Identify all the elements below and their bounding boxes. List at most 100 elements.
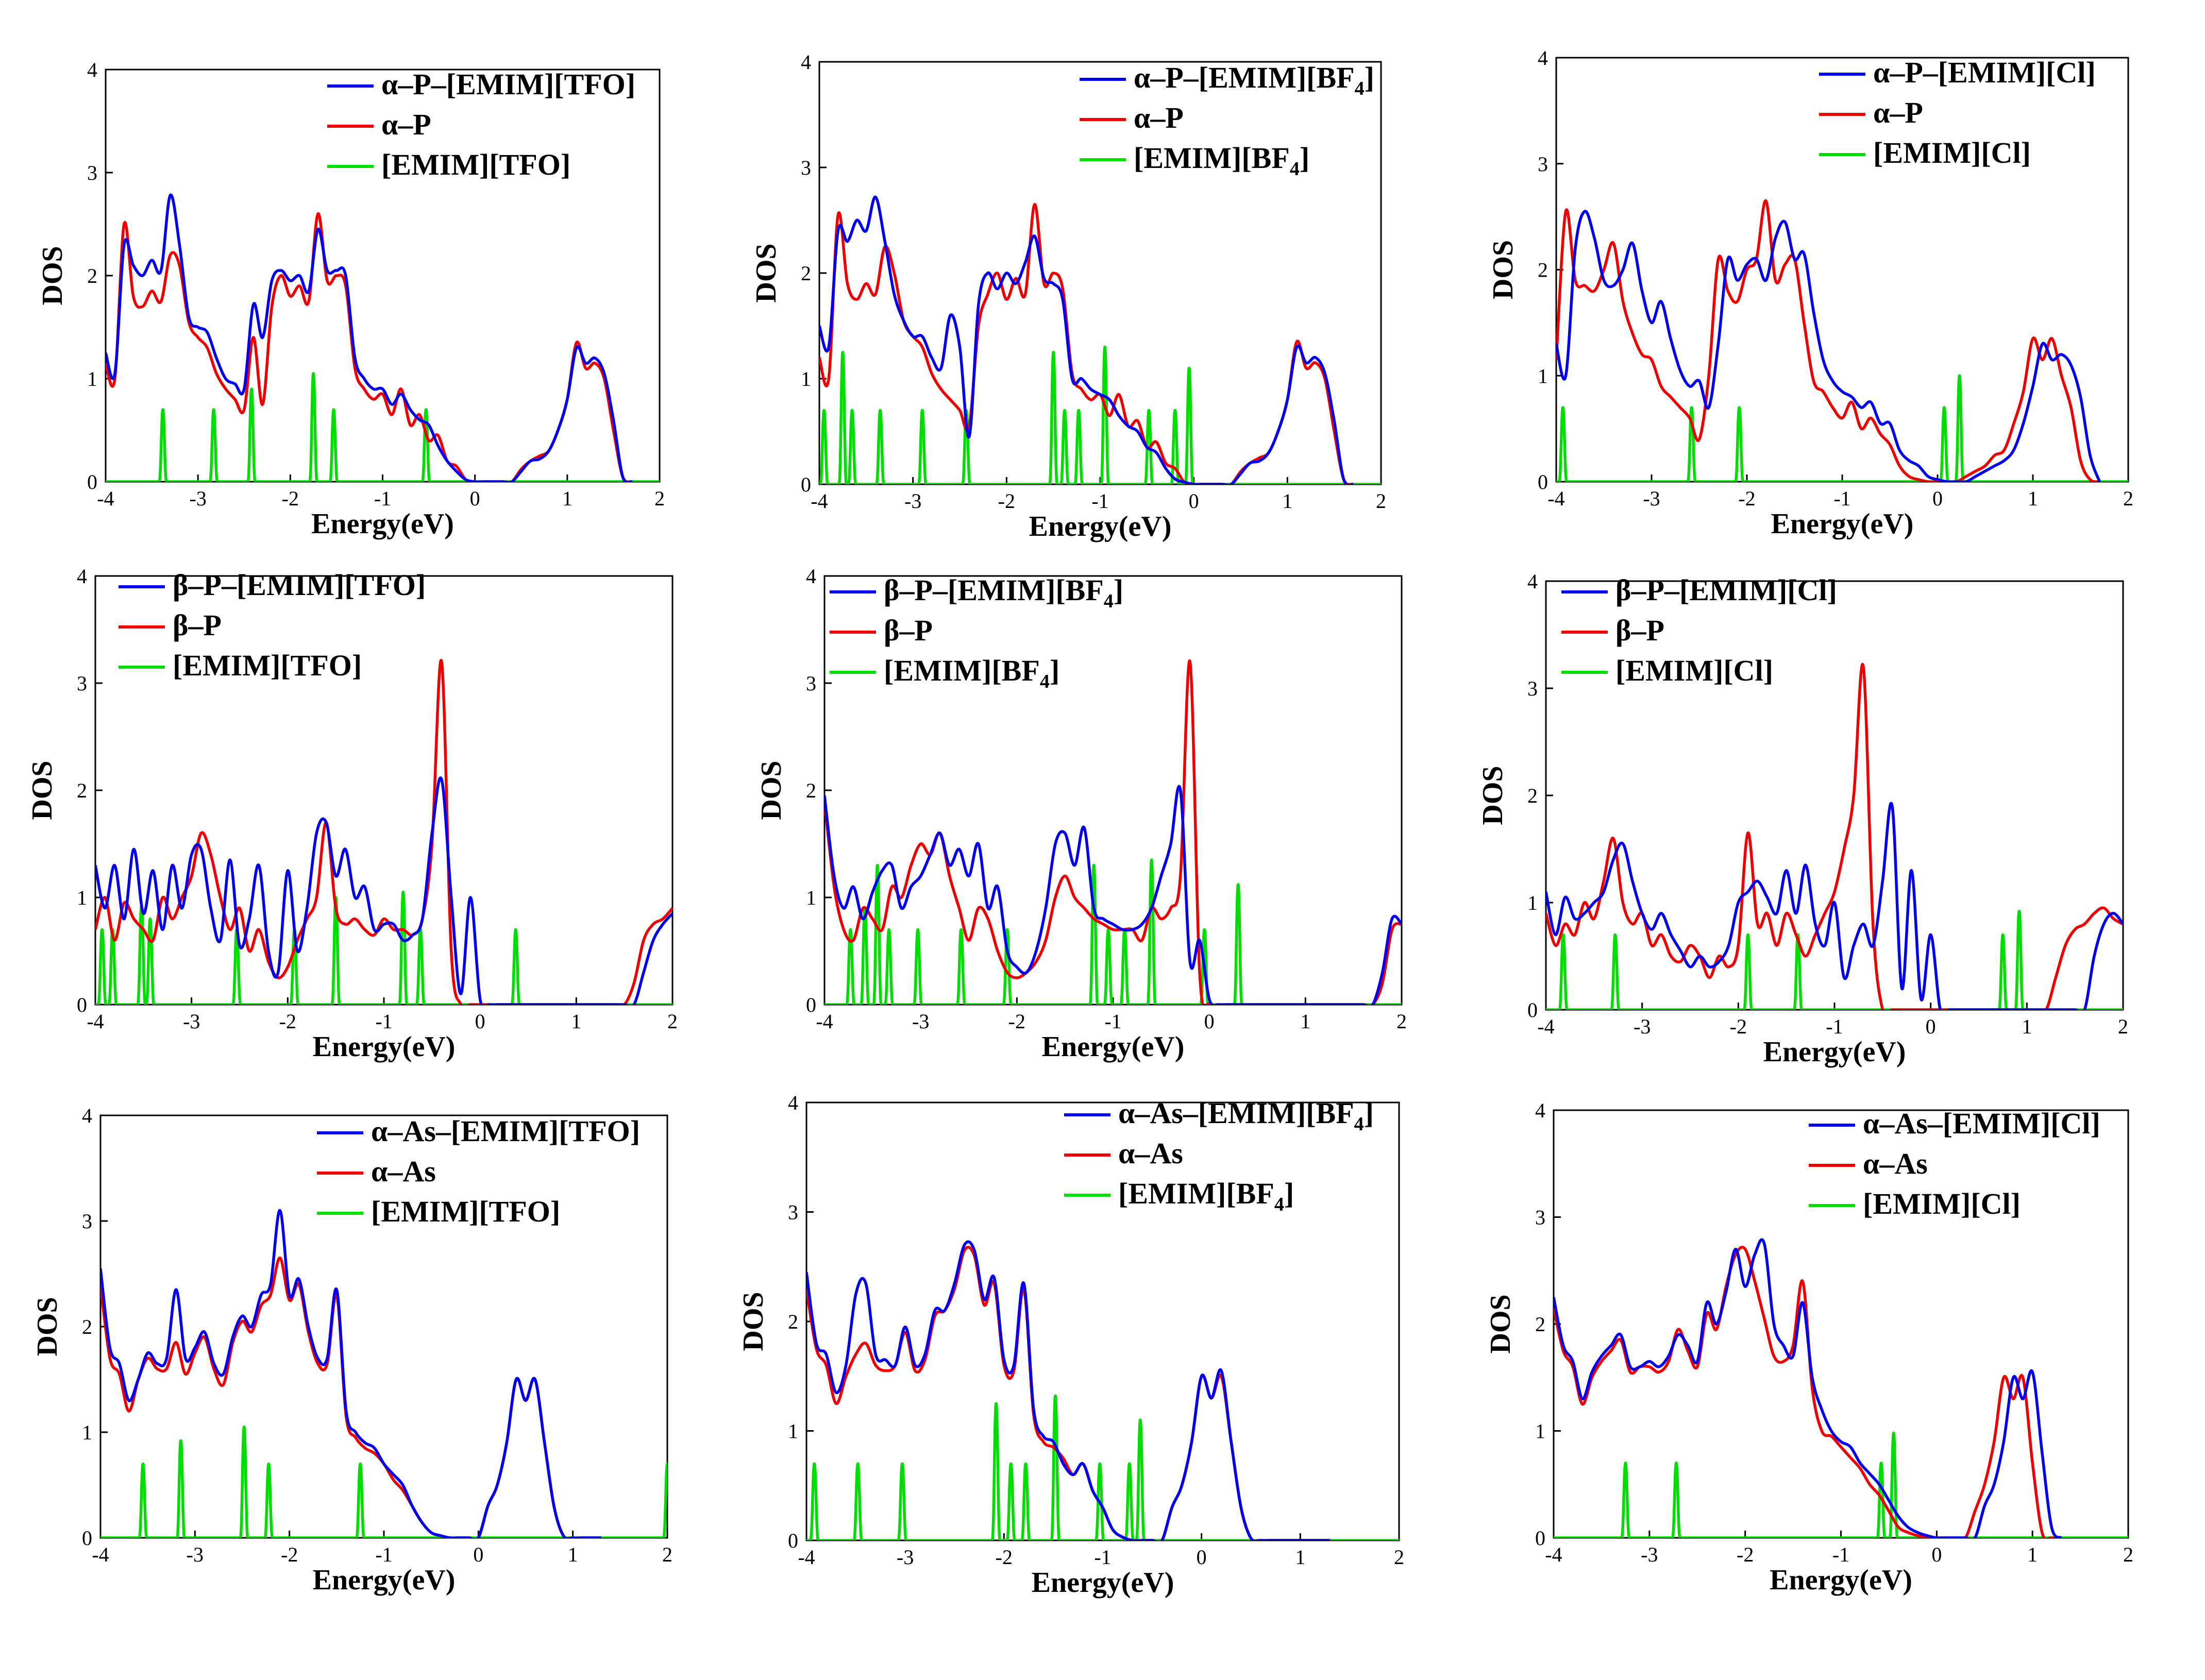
y-tick-label: 0: [82, 1526, 92, 1550]
x-tick-label: 0: [475, 1010, 485, 1033]
plot-frame: [818, 61, 1382, 485]
legend-label-tail: ]: [1300, 141, 1309, 175]
legend-label: α–As–[EMIM][Cl]: [1863, 1107, 2100, 1140]
x-tick-label: -1: [1094, 1546, 1111, 1569]
series-line-α–As–[EMIM][BF4]: [806, 1240, 1330, 1540]
legend-label-subscript: 4: [1104, 590, 1114, 612]
series-line-α–As: [806, 1246, 1330, 1540]
y-tick-label: 2: [82, 1315, 92, 1338]
legend-label-subscript: 4: [1274, 1194, 1284, 1215]
x-tick-label: 0: [470, 487, 480, 510]
dos-panel-5: -4 -3 -2 -1 0 1 2 0 1 2 3 4 Energy(eV) DOS β–P–[EMIM][…: [755, 565, 1407, 1063]
x-tick-label: -2: [1738, 487, 1755, 510]
x-tick-label: 0: [473, 1543, 483, 1566]
dos-panel-1: -4 -3 -2 -1 0 1 2 0 1 2 3 4 Energy(eV) DOS α–P–[EMIM][…: [37, 58, 665, 540]
legend-label: [EMIM][BF4]: [1118, 1177, 1294, 1215]
legend-label-text: β–P: [884, 614, 933, 647]
dos-panel-3: -4 -3 -2 -1 0 1 2 0 1 2 3 4 Energy(eV) DOS α–P–[EMIM][…: [1487, 46, 2133, 540]
x-tick-label: -3: [904, 489, 921, 513]
y-tick-label: 3: [82, 1210, 92, 1233]
x-tick-label: -1: [1091, 489, 1108, 513]
dos-panel-2: -4 -3 -2 -1 0 1 2 0 1 2 3 4 Energy(eV) DOS α–P–[EMIM][…: [750, 50, 1386, 542]
legend-label-tail: ]: [1364, 1096, 1374, 1130]
legend-label-text: [EMIM][Cl]: [1615, 654, 1773, 687]
legend: β–P–[EMIM][Cl] β–P [EMIM][Cl]: [1561, 573, 1837, 687]
x-tick-label: 1: [1282, 489, 1292, 513]
y-axis-label: DOS: [737, 1292, 769, 1351]
legend-label: α–P–[EMIM][Cl]: [1873, 56, 2096, 89]
legend-label: [EMIM][BF4]: [1134, 141, 1309, 180]
x-tick-label: -3: [1643, 487, 1660, 510]
legend-label-text: β–P: [1615, 614, 1664, 647]
y-tick-label: 3: [801, 156, 811, 179]
x-tick-label: 1: [2028, 487, 2038, 510]
x-tick-label: -4: [798, 1546, 815, 1569]
legend: α–As–[EMIM][Cl] α–As [EMIM][Cl]: [1809, 1107, 2100, 1220]
x-tick-label: 0: [1931, 1543, 1942, 1566]
x-tick-label: 1: [562, 487, 573, 510]
x-tick-label: -4: [1537, 1015, 1554, 1038]
legend-label-subscript: 4: [1290, 158, 1300, 180]
series-line-[EMIM][Cl]: [1554, 1431, 2128, 1538]
x-tick-label: 0: [1197, 1546, 1207, 1569]
series-line-α–P–[EMIM][BF4]: [819, 195, 1354, 484]
legend-label: [EMIM][Cl]: [1873, 136, 2031, 169]
series-line-α–As: [1554, 1246, 2061, 1538]
x-tick-label: -1: [375, 1010, 392, 1033]
x-tick-label: 0: [1204, 1010, 1215, 1033]
x-tick-label: 0: [1926, 1015, 1936, 1038]
y-tick-label: 2: [1527, 784, 1538, 807]
x-axis-label: Energy(eV): [1029, 511, 1172, 542]
x-tick-label: -1: [1833, 487, 1850, 510]
x-axis-label: Energy(eV): [1770, 1564, 1912, 1596]
series-line-α–As–[EMIM][TFO]: [100, 1209, 601, 1538]
x-tick-label: 1: [1295, 1546, 1305, 1569]
x-tick-label: -1: [1826, 1015, 1843, 1038]
legend: β–P–[EMIM][BF4]β–P [EMIM][BF4]: [830, 573, 1123, 692]
legend: α–P–[EMIM][Cl] α–P [EMIM][Cl]: [1819, 56, 2096, 169]
legend-label: [EMIM][BF4]: [884, 654, 1059, 692]
series-line-[EMIM][BF4]: [806, 1394, 1399, 1540]
x-tick-label: -2: [996, 1546, 1013, 1569]
x-axis-label: Energy(eV): [1763, 1036, 1906, 1068]
legend-label-text: [EMIM][Cl]: [1873, 136, 2031, 169]
x-tick-label: -4: [816, 1010, 833, 1033]
series-line-[EMIM][Cl]: [1556, 374, 2128, 482]
x-tick-label: -1: [1104, 1010, 1121, 1033]
x-tick-label: -4: [811, 489, 828, 513]
series-line-[EMIM][BF4]: [819, 345, 1381, 484]
series-line-[EMIM][BF4]: [824, 858, 1402, 1005]
legend-label-tail: ]: [1284, 1177, 1294, 1210]
legend: β–P–[EMIM][TFO] β–P [EMIM][TFO]: [119, 568, 426, 682]
y-tick-label: 1: [1538, 364, 1548, 387]
series-line-β–P: [824, 659, 1402, 1005]
dos-panel-4: -4 -3 -2 -1 0 1 2 0 1 2 3 4 Energy(eV) DOS β–P–[EMIM][…: [26, 565, 678, 1063]
dos-panel-7: -4 -3 -2 -1 0 1 2 0 1 2 3 4 Energy(eV) DOS α–As–[EMIM]…: [31, 1104, 672, 1596]
series-line-[EMIM][TFO]: [106, 372, 660, 482]
series-group: [95, 658, 672, 1005]
y-tick-label: 3: [1535, 1206, 1545, 1229]
legend-label-text: [EMIM][TFO]: [371, 1195, 560, 1228]
dos-panel-8: -4 -3 -2 -1 0 1 2 0 1 2 3 4 Energy(eV) DOS α–As–[EMIM]…: [737, 1091, 1404, 1599]
y-tick-label: 0: [1535, 1526, 1545, 1550]
plot-frame: [1553, 1109, 2129, 1539]
y-tick-label: 0: [87, 470, 97, 494]
legend-label: α–As: [371, 1155, 436, 1188]
y-tick-label: 4: [801, 50, 811, 74]
x-tick-label: -3: [187, 1543, 204, 1566]
x-axis-label: Energy(eV): [313, 1564, 456, 1596]
series-line-[EMIM][TFO]: [95, 890, 672, 1005]
legend-label-text: α–P: [1873, 96, 1923, 129]
x-tick-label: 1: [1300, 1010, 1310, 1033]
series-line-β–P–[EMIM][BF4]: [824, 785, 1402, 1005]
x-tick-label: -1: [374, 487, 391, 510]
x-tick-label: 1: [2022, 1015, 2032, 1038]
x-tick-label: 2: [654, 487, 665, 510]
x-tick-label: -2: [998, 489, 1015, 513]
legend-label: β–P–[EMIM][BF4]: [884, 573, 1123, 612]
x-tick-label: -1: [375, 1543, 392, 1566]
legend-label: α–P–[EMIM][BF4]: [1134, 61, 1374, 99]
legend-label-text: α–As: [1118, 1136, 1183, 1170]
legend-label-tail: ]: [1114, 573, 1123, 607]
